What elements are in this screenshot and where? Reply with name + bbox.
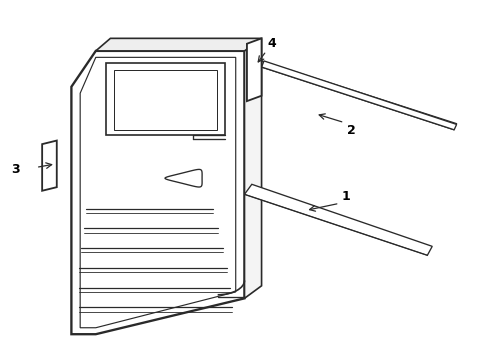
Text: 1: 1 <box>341 190 350 203</box>
Text: 4: 4 <box>267 37 276 50</box>
Polygon shape <box>244 39 261 298</box>
Polygon shape <box>42 140 57 191</box>
Polygon shape <box>71 51 244 334</box>
Text: 2: 2 <box>346 124 355 137</box>
Text: 3: 3 <box>11 163 20 176</box>
Polygon shape <box>246 39 261 101</box>
Polygon shape <box>164 170 202 187</box>
Polygon shape <box>261 61 456 130</box>
Polygon shape <box>105 63 224 135</box>
Polygon shape <box>96 39 261 51</box>
Polygon shape <box>244 184 431 255</box>
